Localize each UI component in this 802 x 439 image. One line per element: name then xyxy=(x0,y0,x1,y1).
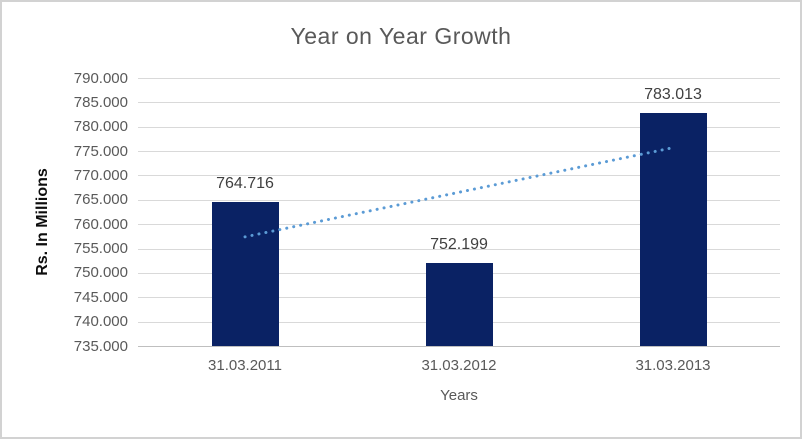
y-tick-label: 765.000 xyxy=(73,191,128,209)
x-tick-label: 31.03.2011 xyxy=(208,357,282,374)
gridline xyxy=(138,78,780,79)
bar xyxy=(211,201,279,347)
bar-data-label: 783.013 xyxy=(644,85,702,103)
bar-data-label: 752.199 xyxy=(430,235,488,253)
bar xyxy=(639,112,707,347)
y-tick-label: 750.000 xyxy=(73,264,128,282)
gridline xyxy=(138,126,780,128)
x-axis-line xyxy=(138,346,780,347)
bar xyxy=(425,262,493,347)
y-tick-label: 775.000 xyxy=(73,142,128,160)
gridline xyxy=(138,248,780,250)
y-tick-label: 740.000 xyxy=(73,313,128,331)
x-tick-label: 31.03.2013 xyxy=(635,357,711,374)
y-tick-label: 785.000 xyxy=(73,93,128,111)
y-tick-label: 755.000 xyxy=(73,240,128,258)
chart-title: Year on Year Growth xyxy=(290,23,512,49)
y-tick-label: 790.000 xyxy=(73,69,128,87)
gridline xyxy=(138,102,780,104)
y-tick-label: 770.000 xyxy=(73,166,128,184)
y-tick-label: 745.000 xyxy=(73,288,128,306)
x-axis-title: Years xyxy=(440,387,478,404)
y-tick-label: 760.000 xyxy=(73,215,128,233)
y-tick-label: 735.000 xyxy=(73,337,128,355)
y-tick-label: 780.000 xyxy=(73,118,128,136)
x-tick-label: 31.03.2012 xyxy=(421,357,497,374)
bar-data-label: 764.716 xyxy=(216,174,274,192)
